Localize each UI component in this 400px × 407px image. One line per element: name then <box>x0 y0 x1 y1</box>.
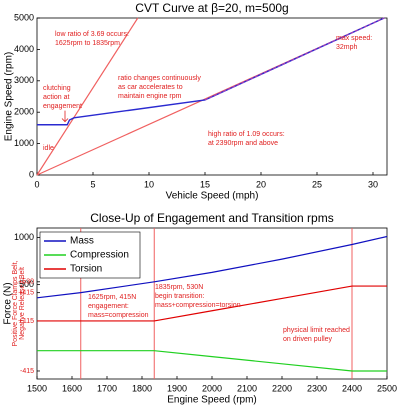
x-tick-label: 1800 <box>132 383 152 393</box>
annotation: ratio changes continuously <box>118 75 201 82</box>
y-tick-label: +115 <box>19 318 34 325</box>
x-tick-label: 20 <box>256 179 266 189</box>
annotation: 32mph <box>336 44 358 51</box>
series-line <box>36 17 139 176</box>
annotation: high ratio of 1.09 occurs: <box>208 131 285 138</box>
annotation: physical limit reached <box>283 327 350 334</box>
y-tick-label: 2000 <box>14 107 34 117</box>
series-line <box>36 235 388 299</box>
annotation: begin transition: <box>155 293 204 300</box>
x-tick-label: 2500 <box>377 383 397 393</box>
clutch-arrow <box>61 110 69 123</box>
x-tick-label: 15 <box>200 179 210 189</box>
chart-title: CVT Curve at β=20, m=500g <box>135 1 288 15</box>
annotation: clutching <box>43 85 71 92</box>
x-tick-label: 1700 <box>97 383 117 393</box>
legend-label: Mass <box>70 236 94 247</box>
legend: Mass Compression Torsion <box>39 231 141 279</box>
annotation: 1625rpm to 1835rpm <box>55 40 120 47</box>
legend-label: Torsion <box>70 264 102 275</box>
annotation: 1835rpm, 530N <box>155 284 203 291</box>
y-tick-label: +530 <box>18 279 34 286</box>
chart-title: Close-Up of Engagement and Transition rp… <box>90 211 333 225</box>
annotation: at 2390rpm and above <box>208 140 278 147</box>
y-axis-sublabel: Positive Force Clamps Belt, <box>12 260 19 346</box>
x-tick-label: 25 <box>312 179 322 189</box>
x-tick-label: 2400 <box>342 383 362 393</box>
y-tick-label: +415 <box>18 289 34 296</box>
y-tick-label: 1000 <box>14 138 34 148</box>
y-tick-label: -415 <box>20 368 34 375</box>
x-tick-label: 1900 <box>167 383 187 393</box>
annotation: action at <box>43 94 70 101</box>
y-tick-label: 4000 <box>14 44 34 54</box>
annotation: as car accelerates to <box>118 84 183 91</box>
annotation: low ratio of 3.69 occurs: <box>55 31 129 38</box>
x-tick-label: 2100 <box>237 383 257 393</box>
annotation: mass+compression=torsion <box>155 302 241 309</box>
annotation: maintain engine rpm <box>118 93 182 100</box>
series-line <box>204 17 385 101</box>
x-tick-label: 10 <box>144 179 154 189</box>
y-axis-label: Force (N) <box>3 282 14 324</box>
x-tick-label: 5 <box>90 179 95 189</box>
legend-label: Compression <box>70 250 129 261</box>
y-tick-label: 0 <box>29 169 34 179</box>
x-tick-label: 1500 <box>27 383 47 393</box>
x-tick-label: 30 <box>368 179 378 189</box>
annotation: on driven pulley <box>283 336 333 343</box>
x-tick-label: 2200 <box>272 383 292 393</box>
x-tick-label: 1600 <box>62 383 82 393</box>
series-line <box>37 350 387 372</box>
series-line <box>37 285 387 322</box>
y-tick-label: 3000 <box>14 75 34 85</box>
x-tick-label: 2300 <box>307 383 327 393</box>
x-axis-label: Engine Speed (rpm) <box>167 395 257 406</box>
annotation: idle <box>43 145 54 152</box>
x-tick-label: 0 <box>34 179 39 189</box>
annotation: engagement: <box>88 303 129 310</box>
annotation: 1625rpm, 415N <box>88 294 136 301</box>
annotation: engagement <box>43 103 82 110</box>
x-axis-label: Vehicle Speed (mph) <box>166 191 259 202</box>
x-tick-label: 2000 <box>202 383 222 393</box>
y-axis-sublabel: Negative Releases Belt <box>19 267 26 340</box>
annotation: max speed: <box>336 35 372 42</box>
y-tick-label: 5000 <box>14 12 34 22</box>
y-tick-label: 500 <box>19 279 34 289</box>
y-axis-label: Engine Speed (rpm) <box>4 52 15 142</box>
annotation: mass=compression <box>88 312 149 319</box>
y-tick-label: 1000 <box>14 232 34 242</box>
